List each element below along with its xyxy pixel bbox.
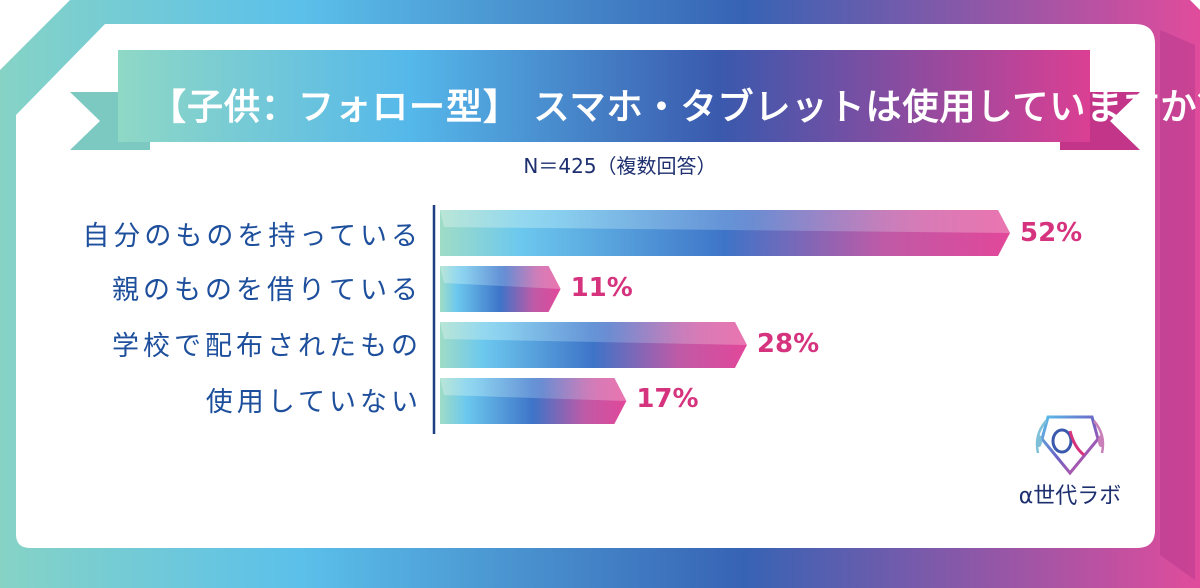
category-label: 使用していない bbox=[205, 387, 422, 418]
category-label: 学校で配布されたもの bbox=[112, 331, 422, 362]
bar-highlight bbox=[440, 210, 1010, 233]
bar-highlight bbox=[440, 378, 627, 401]
value-label: 52% bbox=[1020, 218, 1083, 248]
title-ribbon bbox=[118, 50, 1090, 142]
content-panel bbox=[16, 24, 1155, 548]
category-label: 自分のものを持っている bbox=[82, 221, 422, 252]
value-label: 11% bbox=[570, 273, 633, 303]
frame-side-shade bbox=[1160, 30, 1195, 580]
bar-highlight bbox=[440, 266, 561, 289]
bar-highlight bbox=[440, 322, 747, 345]
category-label: 親のものを借りている bbox=[112, 275, 422, 306]
value-label: 17% bbox=[636, 384, 699, 414]
value-label: 28% bbox=[756, 329, 820, 359]
alpha-shield-laurel-icon bbox=[1035, 415, 1105, 476]
chart-title: 【子供：フォロー型】 スマホ・タブレットは使用していますか？ bbox=[150, 87, 1200, 128]
chart-subtitle: N＝425（複数回答） bbox=[523, 154, 717, 178]
logo-text: α世代ラボ bbox=[1018, 484, 1122, 509]
